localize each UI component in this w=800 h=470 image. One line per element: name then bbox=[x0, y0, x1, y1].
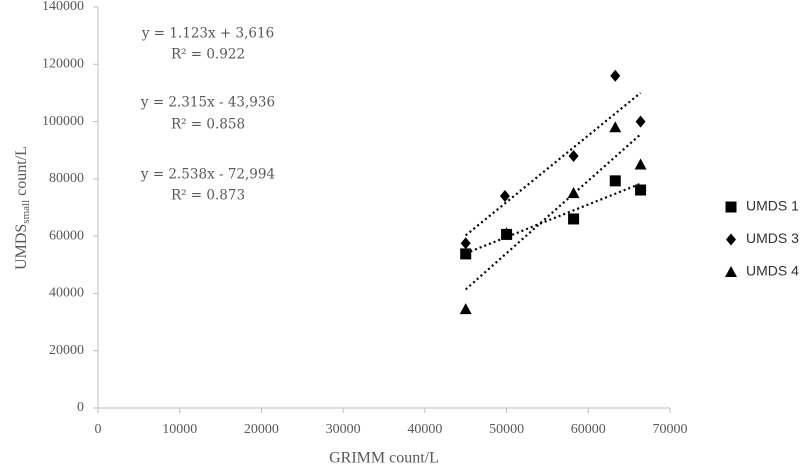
x-tick-label: 70000 bbox=[653, 422, 688, 437]
marker bbox=[568, 213, 580, 225]
legend-label: UMDS 1 bbox=[746, 198, 799, 214]
annotation: y = 2.315x - 43,936 bbox=[140, 95, 275, 111]
y-tick-label: 100000 bbox=[42, 114, 84, 129]
x-tick-label: 10000 bbox=[162, 422, 197, 437]
marker bbox=[634, 158, 647, 170]
marker bbox=[635, 115, 646, 128]
y-tick-label: 40000 bbox=[49, 286, 84, 301]
y-label-suffix: count/L bbox=[13, 146, 30, 200]
y-label-sub: small bbox=[20, 200, 32, 224]
y-tick-label: 120000 bbox=[42, 57, 84, 72]
marker bbox=[500, 227, 513, 239]
legend-marker bbox=[726, 233, 736, 246]
legend-label: UMDS 4 bbox=[746, 263, 799, 279]
x-axis-label: GRIMM count/L bbox=[329, 450, 439, 467]
marker bbox=[459, 303, 472, 315]
marker bbox=[635, 184, 647, 196]
annotation: y = 1.123x + 3,616 bbox=[141, 26, 274, 42]
annotation: R² = 0.873 bbox=[171, 188, 245, 204]
x-tick-label: 60000 bbox=[571, 422, 606, 437]
marker bbox=[499, 190, 510, 203]
marker bbox=[460, 237, 471, 250]
marker bbox=[609, 175, 621, 187]
trendline bbox=[465, 182, 641, 255]
y-axis-label: UMDSsmall count/L bbox=[13, 146, 32, 270]
marker bbox=[609, 121, 622, 133]
marker bbox=[567, 187, 580, 199]
marker bbox=[610, 69, 621, 82]
marker bbox=[568, 149, 579, 162]
x-tick-label: 30000 bbox=[326, 422, 361, 437]
x-tick-label: 50000 bbox=[489, 422, 524, 437]
legend-marker bbox=[725, 201, 737, 213]
y-tick-label: 140000 bbox=[42, 0, 84, 14]
y-tick-label: 60000 bbox=[49, 228, 84, 243]
trendline bbox=[465, 92, 642, 237]
y-label-main: UMDS bbox=[13, 224, 30, 270]
marker bbox=[460, 248, 472, 260]
annotation: R² = 0.858 bbox=[171, 117, 245, 133]
annotation: y = 2.538x - 72,994 bbox=[140, 167, 275, 183]
legend-marker bbox=[725, 266, 737, 277]
x-tick-label: 20000 bbox=[244, 422, 279, 437]
y-tick-label: 0 bbox=[77, 400, 84, 415]
x-tick-label: 40000 bbox=[407, 422, 442, 437]
x-tick-label: 0 bbox=[95, 422, 102, 437]
y-tick-label: 20000 bbox=[49, 343, 84, 358]
trendline bbox=[464, 133, 642, 291]
y-tick-label: 80000 bbox=[49, 171, 84, 186]
legend-label: UMDS 3 bbox=[746, 230, 799, 246]
annotation: R² = 0.922 bbox=[171, 47, 245, 63]
